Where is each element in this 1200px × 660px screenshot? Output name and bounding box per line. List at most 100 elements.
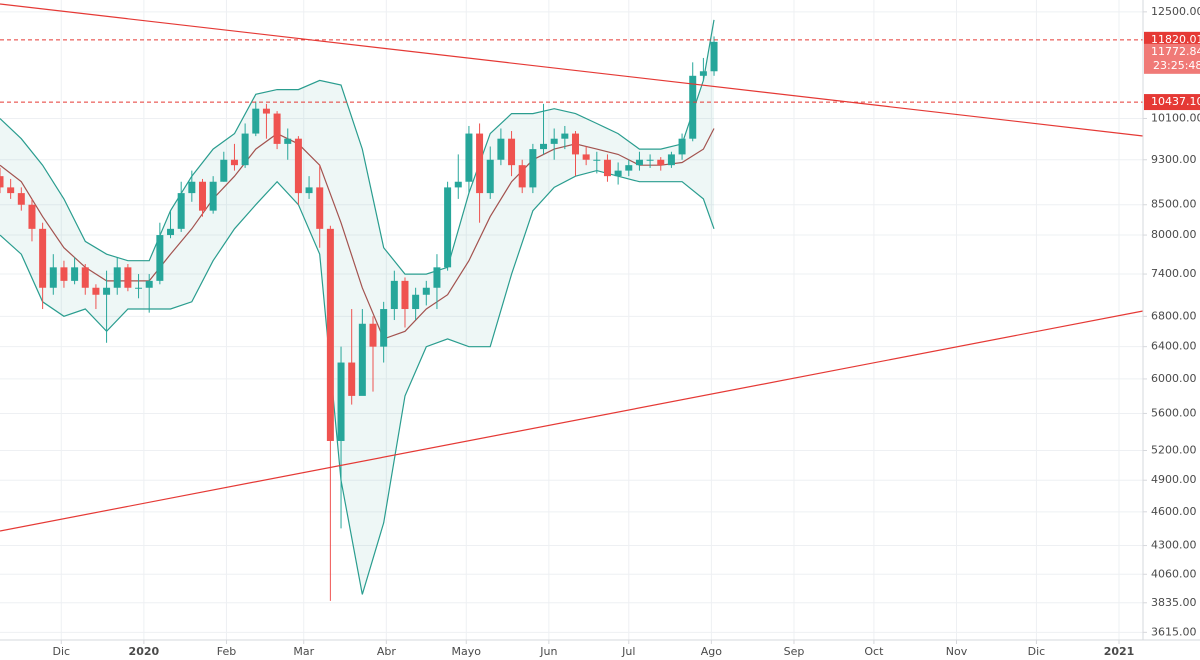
candle-body xyxy=(60,267,68,281)
x-tick-label: Sep xyxy=(784,645,805,658)
y-tick-label: 4060.00 xyxy=(1151,567,1197,580)
y-tick-label: 4600.00 xyxy=(1151,505,1197,518)
y-tick-label: 12500.00 xyxy=(1151,5,1200,18)
candle-body xyxy=(103,287,111,295)
band-middle xyxy=(0,128,715,340)
candle-body xyxy=(135,287,143,289)
candle-body xyxy=(380,309,388,347)
y-tick-label: 3835.00 xyxy=(1151,596,1197,609)
candle-body xyxy=(412,294,420,310)
candle-body xyxy=(92,287,100,295)
candle-body xyxy=(635,159,643,166)
candle-body xyxy=(230,159,238,166)
y-tick-label: 6400.00 xyxy=(1151,340,1197,353)
y-tick-label: 4300.00 xyxy=(1151,539,1197,552)
candle-body xyxy=(39,228,47,288)
grid xyxy=(0,0,1143,640)
candle-body xyxy=(646,159,654,161)
candle-body xyxy=(678,138,686,155)
y-tick-label: 7400.00 xyxy=(1151,267,1197,280)
y-tick-label: 5600.00 xyxy=(1151,406,1197,419)
candles xyxy=(0,36,718,601)
candle-body xyxy=(518,165,526,188)
y-tick-label: 6800.00 xyxy=(1151,309,1197,322)
x-tick-label: Nov xyxy=(946,645,968,658)
trend-line xyxy=(0,3,1144,137)
candle-body xyxy=(689,75,697,139)
y-tick-label: 8000.00 xyxy=(1151,228,1197,241)
candle-body xyxy=(657,159,665,166)
candle-body xyxy=(401,280,409,310)
x-tick-label: Dic xyxy=(52,645,70,658)
candle-body xyxy=(710,41,718,72)
candle-body xyxy=(81,267,89,288)
candle-body xyxy=(614,170,622,177)
x-tick-label: Jul xyxy=(621,645,635,658)
price-levels xyxy=(0,39,1143,103)
axes: 12500.00 10100.00 9300.00 8500.00 8000.00 740… xyxy=(52,5,1200,658)
candle-body xyxy=(0,176,4,188)
candle-body xyxy=(603,159,611,177)
candle-body xyxy=(529,149,537,188)
candle-body xyxy=(433,267,441,288)
last-price-label: 11772.84 xyxy=(1151,45,1200,58)
candle-body xyxy=(17,193,25,205)
candle-body xyxy=(390,280,398,310)
candle-body xyxy=(241,133,249,166)
x-tick-label: Feb xyxy=(217,645,236,658)
candle-body xyxy=(220,159,228,182)
candle-body xyxy=(486,159,494,194)
candle-body xyxy=(113,267,121,288)
countdown: 23:25:48 xyxy=(1153,59,1200,72)
candle-body xyxy=(28,204,36,229)
candle-body xyxy=(167,228,175,236)
candle-body xyxy=(348,362,356,396)
trend-line xyxy=(0,310,1144,532)
candle-body xyxy=(262,108,270,114)
candle-body xyxy=(156,235,164,281)
candle-body xyxy=(305,187,313,194)
x-tick-label: 2021 xyxy=(1104,645,1135,658)
candle-body xyxy=(209,181,217,211)
band-lower xyxy=(0,169,715,595)
y-tick-label: 9300.00 xyxy=(1151,153,1197,166)
candle-body xyxy=(177,193,185,229)
candle-body xyxy=(454,181,462,188)
candle-body xyxy=(593,159,601,161)
x-tick-label: Abr xyxy=(377,645,397,658)
price-level-label: 10437.10 xyxy=(1151,95,1200,108)
candle-body xyxy=(550,138,558,144)
candle-body xyxy=(49,267,57,288)
x-tick-label: Dic xyxy=(1028,645,1046,658)
candle-body xyxy=(294,138,302,194)
y-tick-label: 6000.00 xyxy=(1151,372,1197,385)
candle-body xyxy=(358,323,366,396)
candle-body xyxy=(540,143,548,150)
y-tick-label: 3615.00 xyxy=(1151,625,1197,638)
price-level-label: 11820.01 xyxy=(1151,33,1200,46)
candle-body xyxy=(326,228,334,441)
x-tick-label: Oct xyxy=(864,645,884,658)
x-tick-label: Mayo xyxy=(452,645,482,658)
candle-body xyxy=(198,181,206,211)
y-tick-label: 5200.00 xyxy=(1151,444,1197,457)
candle-body xyxy=(561,133,569,139)
candle-body xyxy=(316,187,324,229)
candle-body xyxy=(699,71,707,76)
candle-body xyxy=(369,323,377,347)
candle-body xyxy=(497,138,505,160)
candle-body xyxy=(252,108,260,134)
band-upper xyxy=(0,19,715,275)
candle-body xyxy=(465,133,473,182)
candle-body xyxy=(476,133,484,194)
candle-body xyxy=(273,113,281,144)
y-tick-label: 10100.00 xyxy=(1151,111,1200,124)
y-tick-label: 8500.00 xyxy=(1151,198,1197,211)
candle-body xyxy=(284,138,292,144)
candle-body xyxy=(444,187,452,268)
candle-body xyxy=(7,187,15,194)
x-tick-label: Ago xyxy=(701,645,723,658)
y-tick-label: 4900.00 xyxy=(1151,473,1197,486)
